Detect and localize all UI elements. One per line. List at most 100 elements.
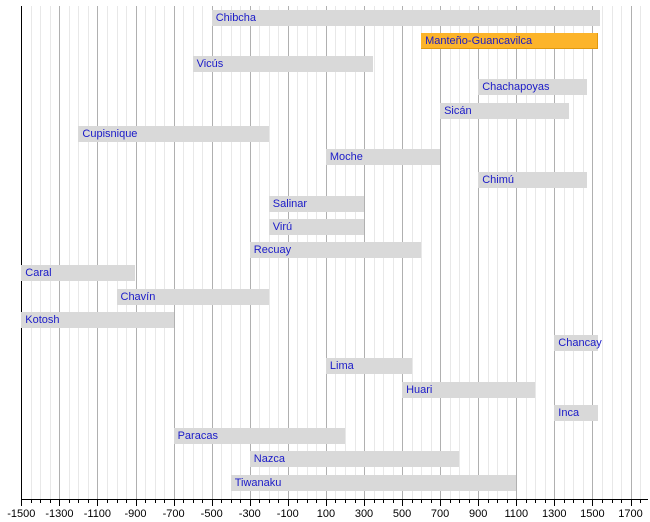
gridline-minor: [230, 6, 232, 499]
gridline-major: [592, 6, 594, 499]
gridline-minor: [468, 6, 470, 499]
gridline-minor: [183, 6, 185, 499]
culture-label[interactable]: Sicán: [444, 104, 472, 117]
gridline-minor: [601, 6, 603, 499]
x-axis-minor-tick: [535, 500, 537, 503]
culture-label[interactable]: Kotosh: [25, 313, 60, 326]
culture-bar: [21, 311, 174, 328]
x-axis-minor-tick: [68, 500, 70, 503]
x-axis-minor-tick: [383, 500, 384, 503]
x-axis-major-tick: [440, 500, 442, 506]
gridline-major: [440, 6, 442, 499]
culture-label[interactable]: Chimú: [482, 174, 514, 187]
x-axis-major-tick: [21, 500, 23, 506]
x-axis-minor-tick: [259, 500, 261, 503]
culture-bar: [192, 56, 374, 72]
gridline-major: [516, 6, 518, 499]
culture-label[interactable]: Nazca: [253, 453, 285, 466]
gridline-minor: [621, 6, 622, 499]
gridline-minor: [563, 6, 565, 499]
gridline-minor: [506, 6, 508, 499]
culture-label[interactable]: Recuay: [253, 244, 292, 256]
culture-label[interactable]: Cupisnique: [82, 127, 138, 140]
culture-bar: [230, 474, 517, 491]
culture-bar: [116, 288, 269, 305]
x-axis-minor-tick: [582, 500, 584, 503]
x-axis-minor-tick: [373, 500, 375, 503]
x-axis-minor-tick: [297, 500, 299, 503]
culture-label[interactable]: Chibcha: [215, 11, 257, 24]
x-axis-minor-tick: [525, 500, 527, 503]
x-axis-minor-tick: [87, 500, 89, 503]
culture-label[interactable]: Virú: [272, 220, 293, 233]
culture-bar: [478, 79, 587, 96]
culture-bar: [173, 428, 345, 444]
x-axis-minor-tick: [497, 500, 499, 503]
x-axis-minor-tick: [449, 500, 451, 503]
culture-label[interactable]: Vicús: [196, 58, 224, 70]
culture-label[interactable]: Caral: [25, 267, 52, 280]
culture-label[interactable]: Chavín: [120, 290, 156, 303]
x-tick-label: -500: [200, 508, 223, 520]
x-axis-minor-tick: [164, 500, 166, 503]
gridline-major: [59, 6, 61, 499]
gridline-minor: [430, 6, 432, 499]
gridline-minor: [40, 6, 42, 499]
x-tick-label: 1100: [504, 508, 529, 520]
gridline-minor: [240, 6, 242, 499]
x-axis-minor-tick: [145, 500, 146, 503]
x-tick-label: 900: [469, 508, 488, 520]
x-axis-minor-tick: [40, 500, 42, 503]
gridline-minor: [107, 6, 108, 499]
x-axis-minor-tick: [468, 500, 470, 503]
culture-label[interactable]: Huari: [406, 383, 433, 396]
x-axis-minor-tick: [411, 500, 413, 503]
gridline-minor: [449, 6, 451, 499]
x-tick-label: -1500: [7, 508, 36, 520]
x-tick-label: -700: [162, 508, 185, 520]
culture-bar: [402, 381, 536, 398]
culture-bar: [554, 404, 599, 421]
x-axis-minor-tick: [573, 500, 575, 503]
x-tick-label: 1500: [580, 508, 605, 520]
x-axis-minor-tick: [183, 500, 185, 503]
culture-bar: [78, 125, 269, 142]
gridline-minor: [544, 6, 546, 499]
gridline-minor: [87, 6, 89, 499]
culture-bar: [325, 358, 412, 375]
x-axis-major-tick: [59, 500, 61, 506]
culture-label[interactable]: Paracas: [177, 430, 218, 442]
gridline-minor: [78, 6, 80, 499]
culture-label[interactable]: Lima: [329, 360, 354, 373]
x-axis-major-tick: [211, 500, 213, 506]
culture-label[interactable]: Moche: [329, 151, 363, 163]
gridline-minor: [535, 6, 537, 499]
culture-label[interactable]: Chancay: [558, 337, 602, 349]
x-axis-major-tick: [97, 500, 99, 506]
gridline-minor: [68, 6, 70, 499]
culture-bar: [21, 265, 136, 282]
x-axis-minor-tick: [107, 500, 108, 503]
culture-label[interactable]: Inca: [558, 406, 580, 419]
x-tick-label: -300: [238, 508, 261, 520]
x-tick-label: -1300: [45, 508, 74, 520]
x-axis-major-tick: [630, 500, 632, 506]
x-axis-major-tick: [402, 500, 404, 506]
gridline-minor: [525, 6, 527, 499]
y-axis-line: [21, 6, 23, 499]
x-axis-minor-tick: [335, 500, 337, 503]
culture-label[interactable]: Manteño-Guancavilca: [425, 34, 533, 47]
x-axis-minor-tick: [544, 500, 546, 503]
x-axis-minor-tick: [192, 500, 194, 503]
x-axis-minor-tick: [78, 500, 80, 503]
culture-label[interactable]: Tiwanaku: [234, 476, 282, 489]
x-axis-minor-tick: [487, 500, 489, 503]
gridline-minor: [487, 6, 489, 499]
x-tick-label: 1700: [618, 508, 643, 520]
gridline-major: [173, 6, 175, 499]
culture-label[interactable]: Chachapoyas: [482, 81, 550, 94]
culture-label[interactable]: Salinar: [272, 197, 308, 210]
culture-bar: [249, 242, 422, 258]
culture-bar: [211, 9, 601, 26]
gridline-minor: [49, 6, 51, 499]
